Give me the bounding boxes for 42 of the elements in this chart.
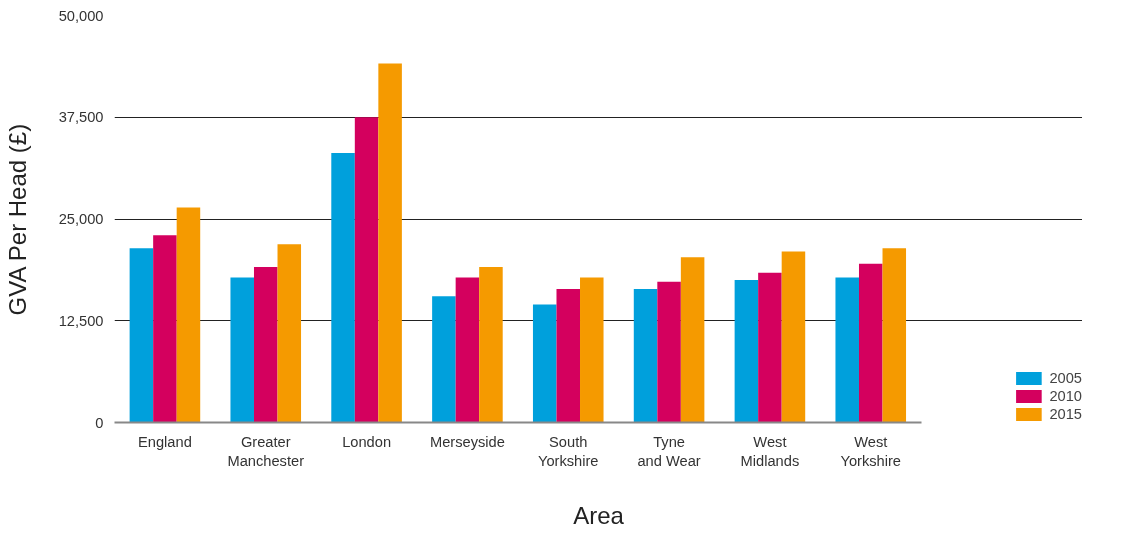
x-tick-label: Tyne and Wear xyxy=(637,433,701,469)
bar xyxy=(657,281,681,423)
bar xyxy=(532,304,557,423)
bar xyxy=(432,296,456,423)
legend-label: 2005 xyxy=(1049,370,1082,386)
x-tick-label: South Yorkshire xyxy=(537,433,599,469)
y-tick-label: 25,000 xyxy=(58,211,104,227)
bar xyxy=(633,289,658,423)
bar xyxy=(331,153,355,423)
bar xyxy=(378,63,402,423)
bar xyxy=(734,280,759,423)
legend-label: 2015 xyxy=(1049,406,1082,422)
bar xyxy=(176,207,201,423)
bar xyxy=(758,272,782,423)
x-tick-label: Greater Manchester xyxy=(227,433,305,469)
x-tick-label: Merseyside xyxy=(429,433,505,450)
bar xyxy=(556,289,581,423)
x-tick-label: England xyxy=(138,433,192,450)
bar xyxy=(230,277,254,423)
bar xyxy=(129,248,154,423)
y-tick-label: 0 xyxy=(95,414,104,431)
bar xyxy=(680,257,705,423)
bar xyxy=(858,263,883,423)
x-axis-title: Area xyxy=(573,501,625,529)
y-axis-title: GVA Per Head (£) xyxy=(3,123,31,316)
bar xyxy=(479,267,503,423)
x-tick-label: West Midlands xyxy=(740,433,800,469)
bar xyxy=(882,248,907,423)
bar xyxy=(835,277,859,423)
bar xyxy=(277,244,302,423)
bar xyxy=(153,235,177,423)
y-tick-label: 12,500 xyxy=(58,312,104,329)
legend-label: 2010 xyxy=(1049,388,1082,404)
bar xyxy=(354,117,379,423)
y-tick-label: 50,000 xyxy=(58,7,104,24)
x-tick-label: London xyxy=(342,433,392,450)
bar xyxy=(455,277,480,423)
y-tick-label: 37,500 xyxy=(58,109,104,126)
bar xyxy=(253,267,278,423)
bar xyxy=(781,251,806,423)
x-tick-label: West Yorkshire xyxy=(840,433,902,469)
bar xyxy=(580,277,604,423)
